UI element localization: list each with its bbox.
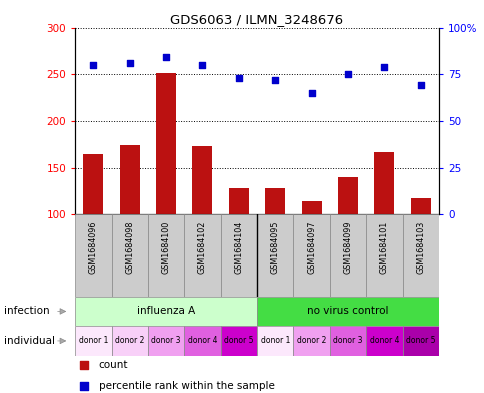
Bar: [148, 326, 184, 356]
Bar: [374, 152, 393, 214]
Text: individual: individual: [4, 336, 55, 346]
Text: donor 2: donor 2: [115, 336, 144, 345]
Text: donor 1: donor 1: [260, 336, 289, 345]
Bar: [402, 214, 438, 297]
Point: [307, 90, 315, 96]
Bar: [293, 214, 329, 297]
Point: [234, 75, 242, 81]
Text: donor 5: donor 5: [224, 336, 253, 345]
Bar: [293, 326, 329, 356]
Text: donor 5: donor 5: [405, 336, 435, 345]
Point: [89, 62, 97, 68]
Point: [271, 77, 278, 83]
Text: GSM1684101: GSM1684101: [379, 221, 388, 274]
Text: percentile rank within the sample: percentile rank within the sample: [99, 380, 274, 391]
Text: GSM1684095: GSM1684095: [270, 221, 279, 274]
Bar: [220, 326, 257, 356]
Bar: [111, 326, 148, 356]
Text: donor 4: donor 4: [187, 336, 217, 345]
Text: infection: infection: [4, 307, 49, 316]
Point: [198, 62, 206, 68]
Text: donor 3: donor 3: [333, 336, 362, 345]
Bar: [228, 188, 248, 214]
Bar: [410, 198, 430, 214]
Bar: [75, 297, 257, 326]
Bar: [111, 214, 148, 297]
Bar: [120, 145, 139, 214]
Bar: [257, 297, 438, 326]
Text: GSM1684100: GSM1684100: [161, 221, 170, 274]
Bar: [75, 214, 111, 297]
Text: count: count: [99, 360, 128, 370]
Bar: [83, 154, 103, 214]
Bar: [75, 326, 111, 356]
Bar: [220, 214, 257, 297]
Text: GSM1684098: GSM1684098: [125, 221, 134, 274]
Point: [80, 382, 88, 389]
Point: [162, 54, 169, 61]
Bar: [301, 201, 321, 214]
Text: influenza A: influenza A: [136, 307, 195, 316]
Point: [343, 71, 351, 77]
Text: donor 2: donor 2: [296, 336, 326, 345]
Bar: [156, 73, 176, 214]
Bar: [265, 188, 285, 214]
Text: no virus control: no virus control: [306, 307, 388, 316]
Bar: [329, 214, 365, 297]
Title: GDS6063 / ILMN_3248676: GDS6063 / ILMN_3248676: [170, 13, 343, 26]
Bar: [337, 177, 357, 214]
Bar: [365, 214, 402, 297]
Point: [416, 82, 424, 88]
Text: donor 4: donor 4: [369, 336, 398, 345]
Bar: [192, 146, 212, 214]
Point: [379, 64, 387, 70]
Point: [125, 60, 133, 66]
Bar: [184, 214, 220, 297]
Text: donor 1: donor 1: [78, 336, 108, 345]
Bar: [257, 214, 293, 297]
Text: GSM1684096: GSM1684096: [89, 221, 98, 274]
Text: GSM1684097: GSM1684097: [306, 221, 316, 274]
Text: GSM1684099: GSM1684099: [343, 221, 352, 274]
Text: donor 3: donor 3: [151, 336, 181, 345]
Bar: [148, 214, 184, 297]
Bar: [257, 326, 293, 356]
Bar: [402, 326, 438, 356]
Bar: [329, 326, 365, 356]
Bar: [184, 326, 220, 356]
Bar: [365, 326, 402, 356]
Text: GSM1684103: GSM1684103: [415, 221, 424, 274]
Text: GSM1684102: GSM1684102: [197, 221, 207, 274]
Point: [80, 362, 88, 368]
Text: GSM1684104: GSM1684104: [234, 221, 243, 274]
